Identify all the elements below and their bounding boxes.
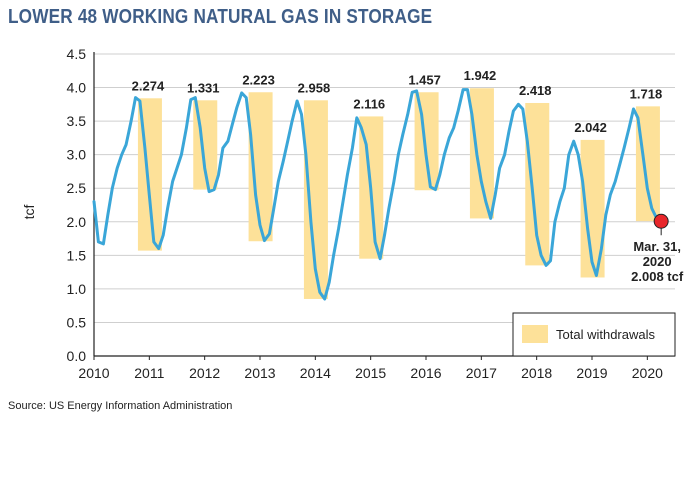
x-tick-label: 2014 — [300, 365, 331, 381]
x-tick-label: 2011 — [134, 365, 164, 381]
y-tick-label: 0.0 — [67, 348, 87, 364]
x-tick-label: 2010 — [78, 365, 109, 381]
y-tick-label: 0.5 — [67, 314, 87, 330]
withdrawal-label: 1.718 — [630, 86, 663, 101]
withdrawal-bar — [469, 88, 494, 219]
y-tick-label: 3.5 — [67, 113, 87, 129]
y-tick-label: 4.5 — [67, 46, 87, 62]
legend-label: Total withdrawals — [556, 327, 655, 342]
y-tick-label: 1.0 — [67, 281, 87, 297]
endpoint-marker — [653, 213, 669, 229]
y-tick-label: 3.0 — [67, 147, 87, 163]
chart-title: LOWER 48 WORKING NATURAL GAS IN STORAGE — [8, 6, 433, 28]
withdrawal-label: 2.274 — [132, 78, 165, 93]
chart-svg: 0.0 0.5 1.0 1.5 2.0 2.5 3.0 3.5 4.0 4.5 2010 2011 20… — [21, 46, 684, 381]
withdrawal-bar — [414, 92, 439, 191]
y-tick-label: 1.5 — [67, 247, 87, 263]
endpoint-annotation: 2.008 tcf — [631, 269, 684, 284]
withdrawal-label: 1.331 — [187, 80, 220, 95]
x-tick-label: 2016 — [410, 365, 441, 381]
withdrawal-label: 2.958 — [298, 80, 331, 95]
withdrawal-bar — [248, 92, 273, 242]
x-tick-label: 2020 — [632, 365, 663, 381]
withdrawal-label: 1.942 — [464, 68, 497, 83]
storage-series-line — [92, 88, 663, 301]
x-tick-label: 2019 — [576, 365, 607, 381]
withdrawal-label: 1.457 — [408, 72, 441, 87]
endpoint-annotation: 2020 — [643, 254, 672, 269]
withdrawal-label: 2.223 — [242, 72, 275, 87]
endpoint-annotation: Mar. 31, — [633, 239, 681, 254]
x-tick-label: 2018 — [521, 365, 552, 381]
y-tick-label: 4.0 — [67, 80, 87, 96]
x-tick-label: 2013 — [244, 365, 275, 381]
withdrawal-label: 2.042 — [574, 120, 607, 135]
x-tick-label: 2017 — [466, 365, 497, 381]
y-axis-label: tcf — [21, 205, 37, 220]
y-tick-label: 2.5 — [67, 180, 87, 196]
withdrawal-label: 2.418 — [519, 83, 552, 98]
legend-swatch — [522, 325, 548, 343]
x-tick-label: 2012 — [189, 365, 220, 381]
x-tick-label: 2015 — [355, 365, 386, 381]
source-note: Source: US Energy Information Administra… — [8, 400, 233, 412]
withdrawal-label: 2.116 — [353, 96, 385, 111]
y-tick-label: 2.0 — [67, 214, 87, 230]
